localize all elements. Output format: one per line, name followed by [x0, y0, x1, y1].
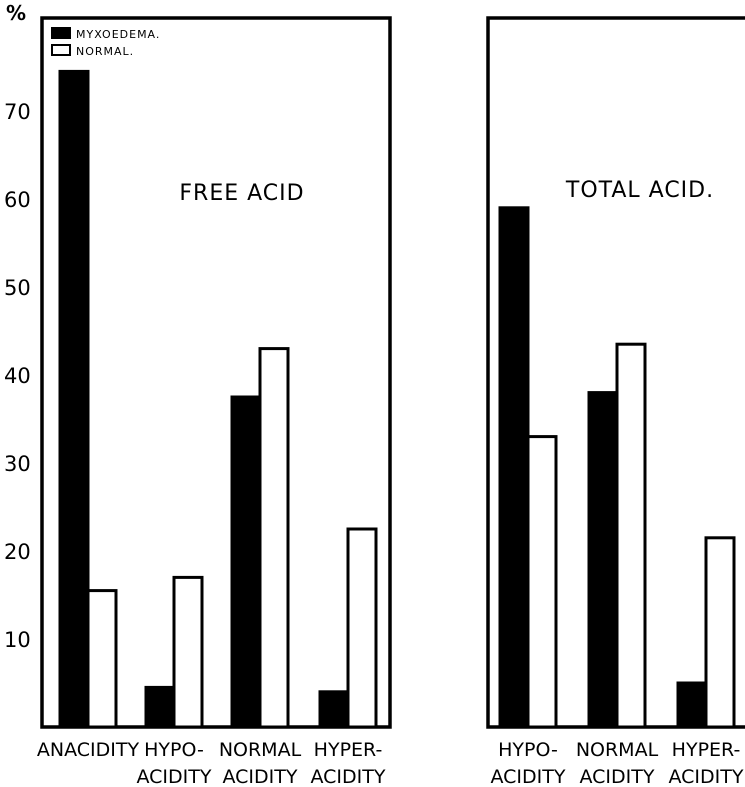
category-label: ACIDITY [223, 766, 298, 787]
bar-myxoedema-0 [58, 69, 90, 729]
bar-myxoedema-1 [587, 391, 619, 729]
y-tick-label: 20 [4, 540, 31, 564]
category-label: ACIDITY [311, 766, 386, 787]
category-label: NORMAL [576, 739, 659, 761]
category-label: NORMAL [219, 739, 302, 761]
legend-swatch-1 [51, 44, 71, 56]
bar-normal-2 [258, 347, 290, 729]
category-label: HYPO- [144, 739, 204, 761]
bar-normal-0 [526, 435, 558, 729]
bar-myxoedema-3 [318, 690, 350, 729]
y-tick-label: 70 [4, 100, 31, 124]
category-label: HYPER- [672, 739, 741, 761]
chart-title: FREE ACID [179, 181, 304, 206]
bar-normal-0 [86, 589, 118, 729]
bar-myxoedema-0 [498, 206, 530, 729]
legend-label-1: NORMAL. [76, 45, 134, 58]
category-label: ACIDITY [669, 766, 744, 787]
bar-myxoedema-2 [230, 395, 262, 729]
bar-normal-3 [346, 527, 378, 729]
total-acid-panel: TOTAL ACID. HYPO- ACIDITY NORMAL ACIDITY HYPE… [486, 16, 745, 787]
category-label: ACIDITY [580, 766, 655, 787]
legend-label-0: MYXOEDEMA. [76, 28, 160, 41]
bar-normal-2 [704, 536, 736, 729]
legend: MYXOEDEMA. NORMAL. [51, 27, 160, 58]
category-label: ANACIDITY [37, 739, 140, 761]
bar-normal-1 [615, 342, 647, 729]
category-label: ACIDITY [137, 766, 212, 787]
category-label: ACIDITY [491, 766, 566, 787]
y-unit-label: % [6, 1, 26, 25]
category-label: HYPO- [498, 739, 558, 761]
chart-title: TOTAL ACID. [565, 178, 714, 203]
y-tick-label: 10 [4, 628, 31, 652]
legend-swatch-0 [51, 27, 71, 39]
y-tick-label: 30 [4, 452, 31, 476]
bar-myxoedema-1 [144, 685, 176, 729]
y-tick-label: 60 [4, 188, 31, 212]
y-tick-label: 40 [4, 364, 31, 388]
plot-frame [40, 16, 392, 729]
category-label: HYPER- [314, 739, 383, 761]
free-acid-panel: FREE ACID ANACIDITY HYPO- ACIDITY NORMAL ACID… [4, 16, 392, 787]
y-tick-label: 50 [4, 276, 31, 300]
bar-myxoedema-2 [676, 681, 708, 729]
bar-normal-1 [172, 575, 204, 729]
